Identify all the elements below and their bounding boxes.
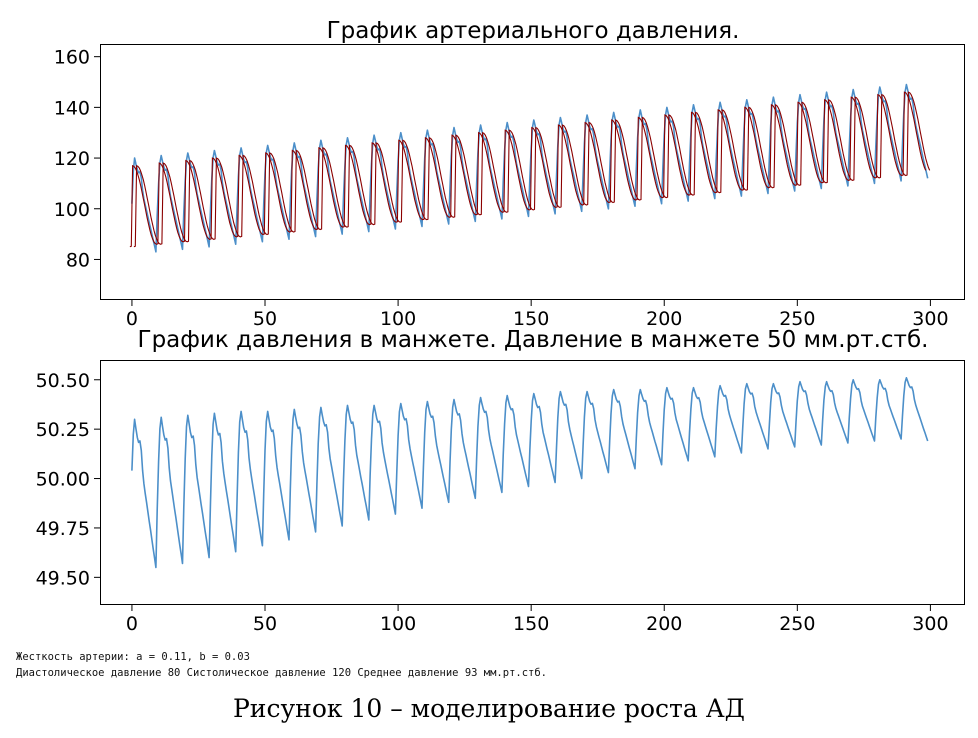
x-tick-label: 150 bbox=[513, 613, 549, 635]
x-tick-label: 0 bbox=[126, 308, 138, 330]
x-tick-label: 100 bbox=[380, 613, 416, 635]
pressure-series-line bbox=[131, 377, 929, 569]
y-tick-label: 140 bbox=[54, 97, 90, 119]
chart-title: График артериального давления. bbox=[327, 18, 740, 44]
cuff-pressure-chart: График давления в манжете. Давление в ма… bbox=[36, 327, 965, 635]
y-tick-label: 100 bbox=[54, 199, 90, 221]
x-tick-label: 300 bbox=[912, 308, 948, 330]
x-tick-label: 250 bbox=[779, 308, 815, 330]
plot-frame bbox=[100, 44, 965, 300]
pressure-summary-text: Диастолическое давление 80 Систолическое… bbox=[16, 667, 548, 679]
chart-marks bbox=[131, 377, 929, 569]
chart-title: График давления в манжете. Давление в ма… bbox=[138, 327, 929, 353]
y-tick-label: 80 bbox=[66, 249, 90, 271]
x-tick-label: 200 bbox=[646, 308, 682, 330]
axis-ticks: 0 50 100 150 200 250 300 80 100 120 140 160 bbox=[54, 47, 949, 330]
x-tick-label: 250 bbox=[779, 613, 815, 635]
x-tick-label: 50 bbox=[253, 308, 277, 330]
artery-stiffness-text: Жесткость артерии: a = 0.11, b = 0.03 bbox=[16, 651, 250, 663]
y-tick-label: 49.75 bbox=[36, 518, 90, 540]
plot-frame bbox=[100, 360, 965, 605]
y-tick-label: 50.00 bbox=[36, 469, 90, 491]
y-tick-label: 50.50 bbox=[36, 370, 90, 392]
y-tick-label: 160 bbox=[54, 47, 90, 69]
y-tick-label: 49.50 bbox=[36, 567, 90, 589]
y-tick-label: 120 bbox=[54, 148, 90, 170]
chart-marks bbox=[129, 83, 931, 253]
x-tick-label: 50 bbox=[253, 613, 277, 635]
blood-pressure-chart: График артериального давления. 0 50 100 150… bbox=[54, 18, 965, 330]
model-fit-line bbox=[129, 91, 927, 248]
pressure-series-line bbox=[131, 83, 929, 253]
x-tick-label: 100 bbox=[380, 308, 416, 330]
x-tick-label: 0 bbox=[126, 613, 138, 635]
axis-ticks: 0 50 100 150 200 250 300 49.50 49.75 50.00 50.25 50… bbox=[36, 370, 949, 635]
figure-caption: Рисунок 10 – моделирование роста АД bbox=[232, 694, 745, 723]
model-fit-line bbox=[133, 91, 931, 248]
x-tick-label: 200 bbox=[646, 613, 682, 635]
y-tick-label: 50.25 bbox=[36, 419, 90, 441]
x-tick-label: 300 bbox=[912, 613, 948, 635]
x-tick-label: 150 bbox=[513, 308, 549, 330]
